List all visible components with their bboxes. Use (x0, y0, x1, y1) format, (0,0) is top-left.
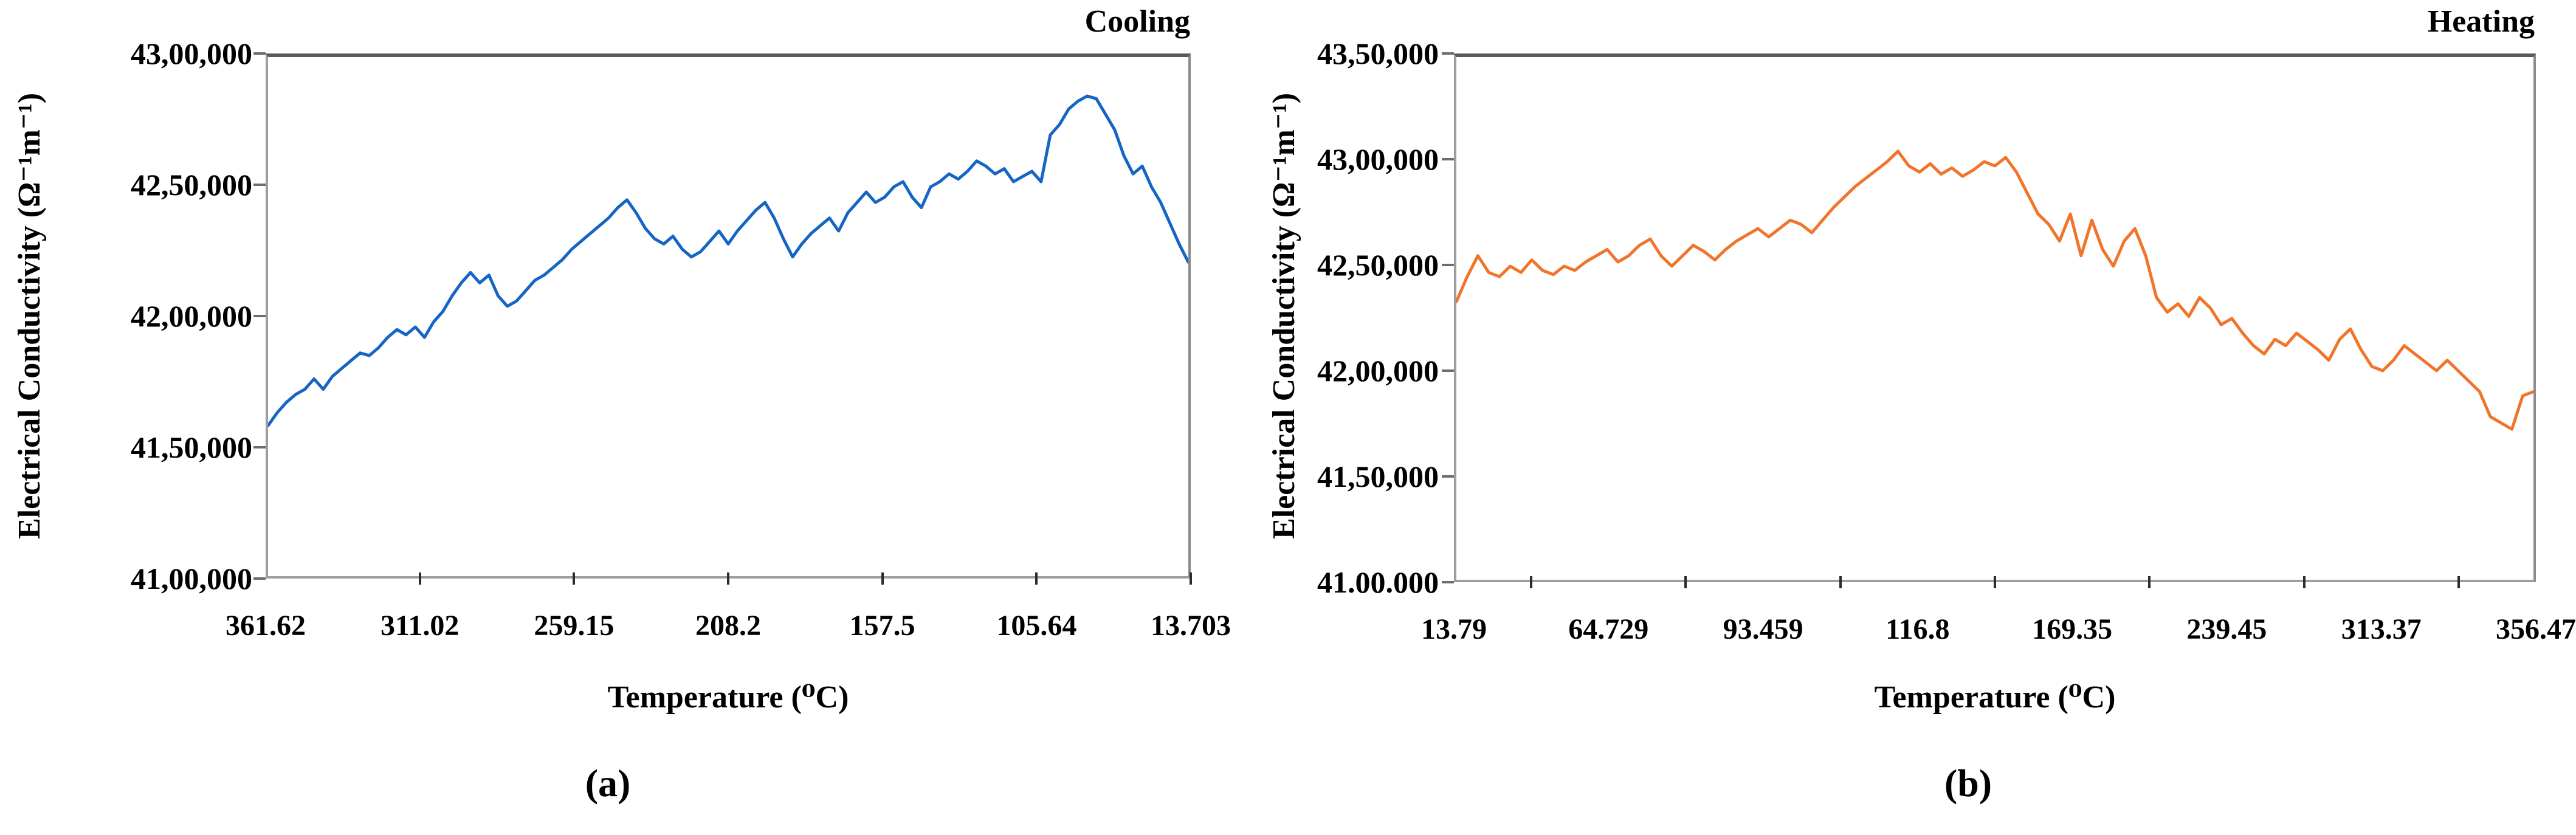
x-tick-label: 13.703 (1151, 610, 1231, 642)
y-tick-label: 41.00.000 (1317, 565, 1439, 599)
plot-area-cooling (266, 53, 1191, 579)
x-tick-label: 313.37 (2341, 613, 2422, 645)
y-tick-label: 43,00,000 (1317, 142, 1439, 176)
y-tick-mark (253, 446, 266, 448)
cooling-series-line (268, 96, 1188, 425)
x-tick-label: 13.79 (1421, 613, 1487, 645)
x-tick-mark (1035, 572, 1038, 585)
x-tick-mark (1530, 576, 1533, 588)
x-tick-label: 208.2 (695, 610, 761, 642)
x-tick-mark (2457, 576, 2460, 588)
x-axis-title-a: Temperature (⁰C) (607, 680, 849, 715)
x-axis-tick-marks-b (1454, 576, 2536, 588)
panel-caption-b: (b) (1944, 761, 1992, 805)
y-tick-label: 42,00,000 (1317, 354, 1439, 388)
y-tick-mark (253, 52, 266, 55)
heating-series-line (1456, 151, 2533, 429)
y-tick-mark (1442, 52, 1454, 55)
x-tick-mark (1190, 572, 1192, 585)
plot-area-heating (1454, 53, 2536, 582)
y-tick-label: 42,00,000 (131, 299, 252, 333)
y-axis-tick-labels-b: 43,50,000 43,00,000 42,50,000 42,00,000 41,5… (1249, 36, 1439, 599)
heating-condition-label: Heating (2427, 4, 2535, 39)
y-tick-mark (253, 184, 266, 186)
x-tick-mark (881, 572, 884, 585)
y-tick-mark (1442, 475, 1454, 478)
x-tick-mark (573, 572, 576, 585)
panel-caption-a: (a) (585, 761, 631, 805)
y-tick-mark (1442, 581, 1454, 583)
x-tick-label: 356.47 (2496, 613, 2576, 645)
y-axis-tick-marks-a (253, 52, 266, 580)
x-tick-mark (1839, 576, 1842, 588)
y-tick-label: 41,00,000 (131, 562, 252, 596)
x-tick-label: 361.62 (226, 610, 306, 642)
x-tick-mark (418, 572, 421, 585)
x-tick-mark (2302, 576, 2306, 588)
y-tick-label: 41,50,000 (1317, 459, 1439, 493)
x-tick-label: 311.02 (380, 610, 460, 642)
y-tick-mark (1442, 158, 1454, 160)
x-tick-label: 116.8 (1886, 613, 1950, 645)
x-axis-tick-labels-b: 13.79 64.729 93.459 116.8 169.35 239.45 313.37… (1421, 613, 2576, 655)
x-tick-label: 157.5 (849, 610, 915, 642)
y-tick-label: 41,50,000 (131, 430, 252, 464)
x-tick-mark (1994, 576, 1996, 588)
x-tick-label: 105.64 (996, 610, 1077, 642)
y-axis-title-a: Electrical Conductivity (Ω⁻¹m⁻¹) (12, 92, 47, 540)
x-tick-label: 169.35 (2032, 613, 2113, 645)
y-tick-mark (1442, 264, 1454, 266)
y-tick-label: 43,00,000 (131, 36, 252, 70)
y-tick-label: 42,50,000 (1317, 248, 1439, 282)
heating-curve-svg (1456, 57, 2533, 580)
x-tick-mark (727, 572, 729, 585)
cooling-curve-svg (268, 57, 1188, 576)
x-tick-label: 239.45 (2186, 613, 2267, 645)
x-tick-label: 259.15 (534, 610, 615, 642)
x-tick-mark (1684, 576, 1687, 588)
x-tick-label: 64.729 (1568, 613, 1649, 645)
x-axis-title-b: Temperature (⁰C) (1874, 680, 2116, 715)
x-tick-label: 93.459 (1723, 613, 1803, 645)
y-tick-mark (253, 315, 266, 317)
y-axis-tick-labels-a: 43,00,000 42,50,000 42,00,000 41,50,000 41,0… (64, 36, 252, 596)
x-tick-mark (2148, 576, 2151, 588)
y-tick-label: 42,50,000 (131, 168, 252, 202)
y-tick-mark (253, 577, 266, 580)
y-tick-mark (1442, 369, 1454, 372)
x-axis-tick-marks-a (266, 572, 1192, 585)
y-tick-label: 43,50,000 (1317, 36, 1439, 70)
cooling-condition-label: Cooling (1084, 4, 1190, 39)
y-axis-tick-marks-b (1442, 52, 1454, 583)
x-axis-tick-labels-a: 361.62 311.02 259.15 208.2 157.5 105.64 13.703 (226, 609, 1231, 651)
